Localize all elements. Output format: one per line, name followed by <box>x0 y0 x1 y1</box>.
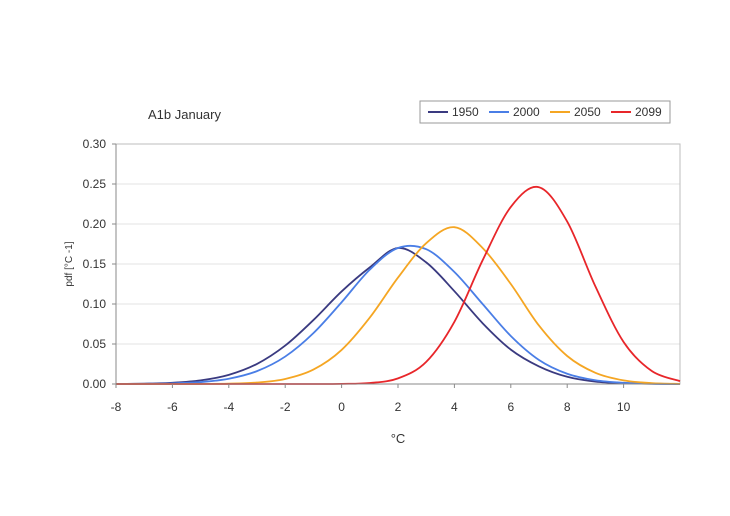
y-axis-ticks: 0.00 0.05 0.10 0.15 0.20 0.25 0.30 <box>83 137 116 391</box>
x-tick-label: -6 <box>167 400 178 414</box>
x-tick-label: 4 <box>451 400 458 414</box>
series-line-2000 <box>115 244 681 385</box>
y-axis-title: pdf [°C -1] <box>64 241 75 286</box>
series-line-2099 <box>115 185 681 385</box>
x-tick-label: 10 <box>617 400 631 414</box>
gridlines <box>116 143 680 385</box>
x-tick-label: 6 <box>507 400 514 414</box>
series-line-2050 <box>115 226 681 385</box>
chart-title: A1b January <box>148 107 221 122</box>
legend: 1950 2000 2050 2099 <box>419 100 671 124</box>
y-tick-label: 0.25 <box>83 177 107 191</box>
y-tick-label: 0.00 <box>83 377 107 391</box>
y-tick-label: 0.20 <box>83 217 107 231</box>
legend-label-2050: 2050 <box>574 105 601 119</box>
x-tick-label: 0 <box>338 400 345 414</box>
series-lines <box>115 185 681 385</box>
y-tick-label: 0.30 <box>83 137 107 151</box>
x-tick-label: 2 <box>395 400 402 414</box>
legend-label-2099: 2099 <box>635 105 662 119</box>
legend-label-1950: 1950 <box>452 105 479 119</box>
x-tick-label: -4 <box>223 400 234 414</box>
x-tick-label: -8 <box>111 400 122 414</box>
legend-box <box>419 100 671 124</box>
y-tick-label: 0.05 <box>83 337 107 351</box>
series-line-1950 <box>115 247 681 385</box>
x-tick-label: 8 <box>564 400 571 414</box>
x-axis-title: °C <box>391 431 406 446</box>
y-tick-label: 0.10 <box>83 297 107 311</box>
y-tick-label: 0.15 <box>83 257 107 271</box>
x-tick-label: -2 <box>280 400 291 414</box>
x-axis-ticks: -8 -6 -4 -2 0 2 4 6 8 10 <box>111 384 631 414</box>
legend-label-2000: 2000 <box>513 105 540 119</box>
